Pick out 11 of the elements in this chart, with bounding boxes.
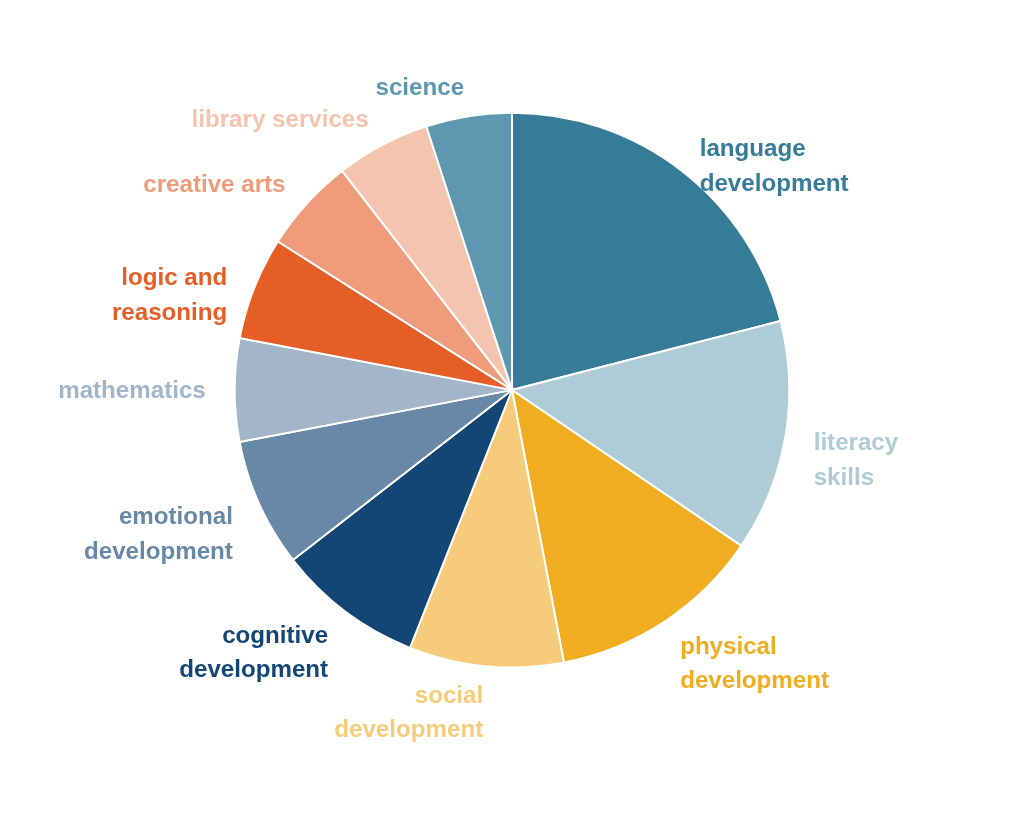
slice-label: creative arts: [143, 169, 286, 197]
slice-label: library services: [191, 105, 369, 133]
slice-label: language development: [699, 133, 849, 196]
slice-label: logic and reasoning: [111, 263, 228, 325]
slice-label: literacy skills: [813, 428, 899, 491]
slice-label: emotional development: [83, 501, 233, 564]
slice-label: social development: [334, 680, 484, 743]
slice-label: science: [375, 73, 465, 101]
slice-label: mathematics: [58, 375, 206, 403]
slice-label: cognitive development: [179, 620, 329, 683]
slice-label: physical development: [680, 631, 830, 694]
